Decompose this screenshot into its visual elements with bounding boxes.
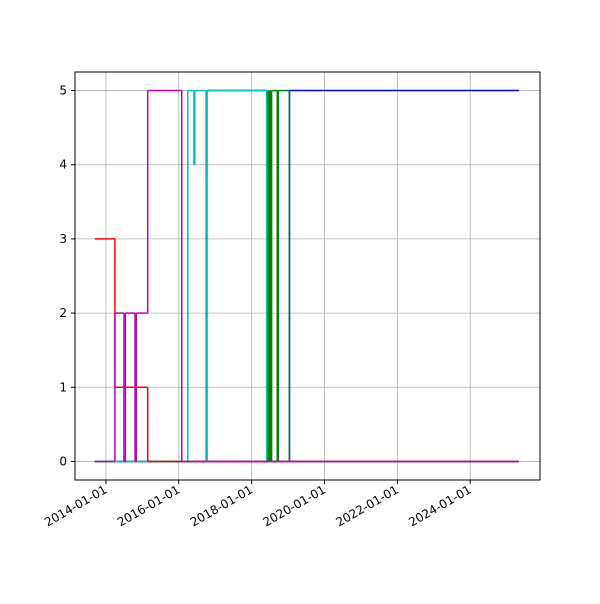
y-tick-label: 0 xyxy=(59,454,67,468)
x-tick-label: 2024-01-01 xyxy=(406,482,473,529)
step-end xyxy=(517,460,520,463)
x-tick-label: 2016-01-01 xyxy=(115,482,182,529)
y-tick-label: 5 xyxy=(59,84,67,98)
y-tick-label: 1 xyxy=(59,380,67,394)
step-end xyxy=(517,89,520,92)
y-tick-label: 3 xyxy=(59,232,67,246)
plot-frame xyxy=(74,71,541,481)
y-tick-label: 4 xyxy=(59,158,67,172)
x-tick-label: 2014-01-01 xyxy=(42,482,109,529)
x-tick-label: 2018-01-01 xyxy=(188,482,255,529)
y-tick-label: 2 xyxy=(59,306,67,320)
x-tick-label: 2020-01-01 xyxy=(261,482,328,529)
x-tick-label: 2022-01-01 xyxy=(333,482,400,529)
